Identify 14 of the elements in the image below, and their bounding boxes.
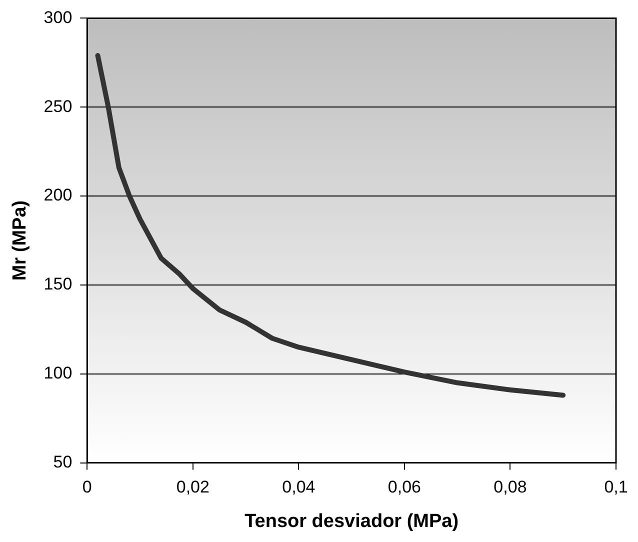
y-tick-label: 100 [44,364,72,383]
y-tick-label: 200 [44,186,72,205]
x-axis-title: Tensor desviador (MPa) [244,510,459,532]
y-axis-title: Mr (MPa) [10,200,31,281]
y-tick-label: 250 [44,96,72,116]
y-tick-label: 300 [44,8,72,27]
x-tick-label: 0,1 [604,478,628,497]
x-tick-label: 0,04 [282,478,316,497]
x-tick-label: 0,08 [494,478,527,497]
y-tick-label: 50 [53,452,72,472]
x-tick-label: 0,06 [388,478,422,497]
y-tick-label: 150 [44,274,72,294]
x-tick-label: 0,02 [176,478,210,497]
x-tick-label: 0 [82,478,92,497]
